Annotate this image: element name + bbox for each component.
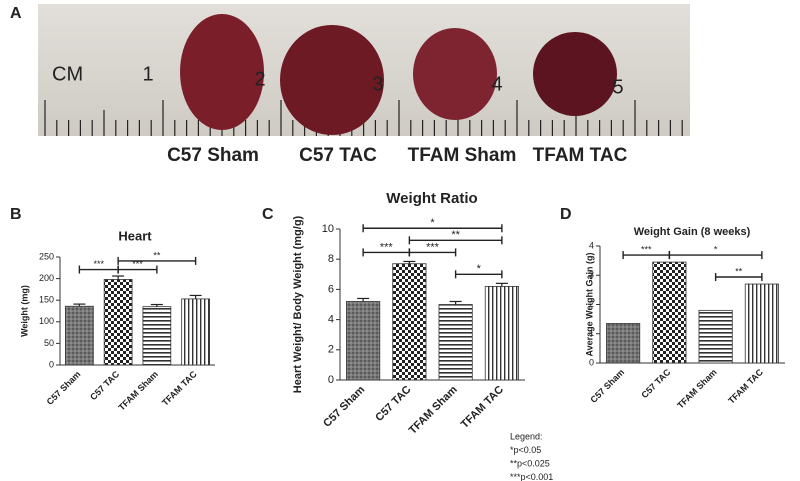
significance-label: ***	[641, 244, 652, 254]
chart-title: Weight Gain (8 weeks)	[634, 226, 751, 238]
ruler-label: 4	[491, 73, 502, 95]
bar	[652, 261, 687, 364]
ruler-label: 5	[612, 76, 623, 98]
y-tick-label: 2	[589, 299, 594, 309]
y-tick-label: 4	[328, 314, 334, 326]
sample-label: TFAM TAC	[533, 145, 628, 166]
legend-text: *p<0.05	[510, 445, 541, 455]
y-tick-label: 6	[328, 283, 334, 295]
x-tick-label: C57 TAC	[88, 369, 121, 402]
significance-label: **	[735, 266, 743, 276]
significance-label: *	[430, 217, 435, 229]
y-tick-label: 0	[328, 374, 334, 386]
significance-label: **	[451, 229, 460, 241]
y-tick-label: 10	[322, 223, 334, 235]
chart-title: Heart	[118, 228, 152, 243]
ruler-label: 1	[142, 63, 153, 85]
y-tick-label: 0	[49, 359, 54, 369]
x-tick-label: C57 TAC	[639, 367, 672, 400]
heart-image	[533, 32, 617, 116]
bar	[142, 306, 172, 366]
significance-label: ***	[380, 241, 394, 253]
y-axis-label: Weight (mg)	[19, 285, 29, 337]
x-tick-label: C57 TAC	[373, 384, 413, 424]
panel-label: A	[10, 5, 22, 22]
x-tick-label: TFAM TAC	[726, 367, 765, 406]
y-axis-label: Average Weight Gain (g)	[584, 252, 594, 356]
bar	[346, 301, 381, 381]
x-tick-label: TFAM TAC	[459, 384, 506, 431]
y-tick-label: 8	[328, 253, 334, 265]
heart-image	[413, 28, 497, 120]
x-tick-label: TFAM Sham	[675, 367, 718, 410]
significance-label: ***	[132, 259, 143, 269]
bar	[103, 279, 133, 366]
photo-panel	[38, 4, 690, 136]
sample-label: TFAM Sham	[408, 145, 517, 166]
x-tick-label: TFAM Sham	[116, 369, 159, 412]
x-tick-label: C57 Sham	[321, 384, 367, 430]
bar	[484, 285, 519, 381]
y-tick-label: 50	[44, 338, 54, 348]
y-tick-label: 4	[589, 240, 594, 250]
significance-label: ***	[426, 241, 440, 253]
significance-label: ***	[93, 259, 104, 269]
panel-label: C	[262, 206, 274, 223]
heart-image	[280, 25, 384, 135]
y-tick-label: 150	[39, 295, 54, 305]
panel-label: D	[560, 206, 572, 223]
x-tick-label: C57 Sham	[588, 367, 626, 405]
y-tick-label: 200	[39, 273, 54, 283]
legend-text: Legend:	[510, 431, 543, 441]
bar	[744, 283, 779, 364]
ruler-label: 3	[372, 73, 383, 95]
y-tick-label: 100	[39, 316, 54, 326]
y-axis-label: Heart Weight/ Body Weight (mg/g)	[292, 215, 304, 393]
y-tick-label: 3	[589, 270, 594, 280]
heart-image	[180, 14, 264, 130]
y-tick-label: 250	[39, 251, 54, 261]
y-tick-label: 1	[589, 328, 594, 338]
significance-label: *	[714, 244, 718, 254]
panel-label: B	[10, 206, 22, 223]
significance-label: *	[477, 263, 482, 275]
bar	[392, 263, 427, 381]
x-tick-label: C57 Sham	[45, 369, 83, 407]
sample-label: C57 Sham	[167, 145, 259, 166]
y-tick-label: 2	[328, 344, 334, 356]
bar	[438, 304, 473, 381]
y-tick-label: 0	[589, 357, 594, 367]
bar	[698, 309, 733, 364]
bar	[606, 323, 641, 364]
bar	[181, 298, 210, 366]
legend-text: **p<0.025	[510, 458, 550, 468]
sample-label: C57 TAC	[299, 145, 377, 166]
x-tick-label: TFAM Sham	[407, 384, 460, 437]
ruler-label: 2	[254, 68, 265, 90]
significance-label: **	[153, 250, 161, 260]
chart-title: Weight Ratio	[386, 190, 477, 207]
bar	[65, 305, 94, 366]
x-tick-label: TFAM TAC	[160, 369, 199, 408]
legend-text: ***p<0.001	[510, 472, 553, 481]
ruler-unit: CM	[52, 63, 83, 85]
